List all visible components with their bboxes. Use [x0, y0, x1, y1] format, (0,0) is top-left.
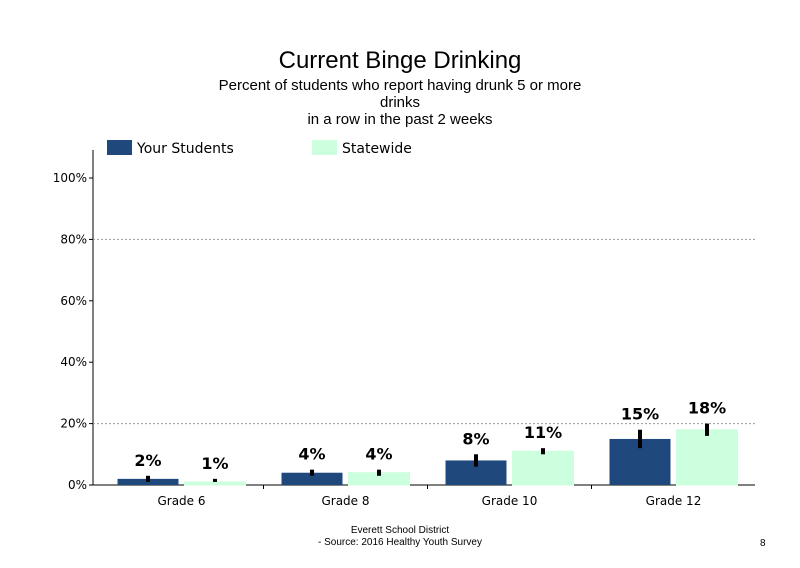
y-tick-label: 20%	[60, 417, 87, 431]
data-label: 2%	[134, 451, 161, 470]
footer-district: Everett School District	[350, 525, 450, 536]
footer: Everett School District - Source: 2016 H…	[250, 525, 550, 549]
bar-statewide	[512, 450, 574, 486]
data-label: 8%	[462, 429, 489, 448]
y-tick-label: 0%	[68, 478, 87, 492]
data-label: 18%	[688, 399, 726, 418]
data-label: 1%	[201, 454, 228, 473]
bar-statewide	[184, 481, 246, 486]
chart-title: Current Binge Drinking	[278, 47, 522, 74]
y-tick-label: 40%	[60, 355, 87, 369]
bar-statewide	[676, 429, 738, 486]
data-label: 15%	[621, 405, 659, 424]
legend-swatch-statewide	[312, 140, 337, 155]
data-label: 11%	[524, 423, 562, 442]
subtitle-line: Percent of students who report having dr…	[218, 77, 582, 94]
subtitle-line: in a row in the past 2 weeks	[307, 111, 493, 128]
x-tick-label: Grade 6	[157, 494, 205, 508]
footer-source: - Source: 2016 Healthy Youth Survey	[318, 537, 482, 548]
bar-your-students	[281, 472, 343, 485]
subtitle-line: drinks	[379, 94, 420, 111]
y-tick-label: 100%	[53, 171, 87, 185]
page-number: 8	[760, 538, 766, 549]
x-tick-label: Grade 10	[482, 494, 538, 508]
x-tick-label: Grade 8	[321, 494, 369, 508]
legend-label: Statewide	[342, 141, 412, 157]
y-tick-label: 80%	[60, 232, 87, 246]
chart-subtitle: Percent of students who report having dr…	[190, 77, 610, 128]
legend-label: Your Students	[136, 141, 234, 157]
data-label: 4%	[298, 445, 325, 464]
y-tick-label: 60%	[60, 294, 87, 308]
legend-swatch-your-students	[107, 140, 132, 155]
x-tick-label: Grade 12	[646, 494, 702, 508]
data-label: 4%	[365, 445, 392, 464]
